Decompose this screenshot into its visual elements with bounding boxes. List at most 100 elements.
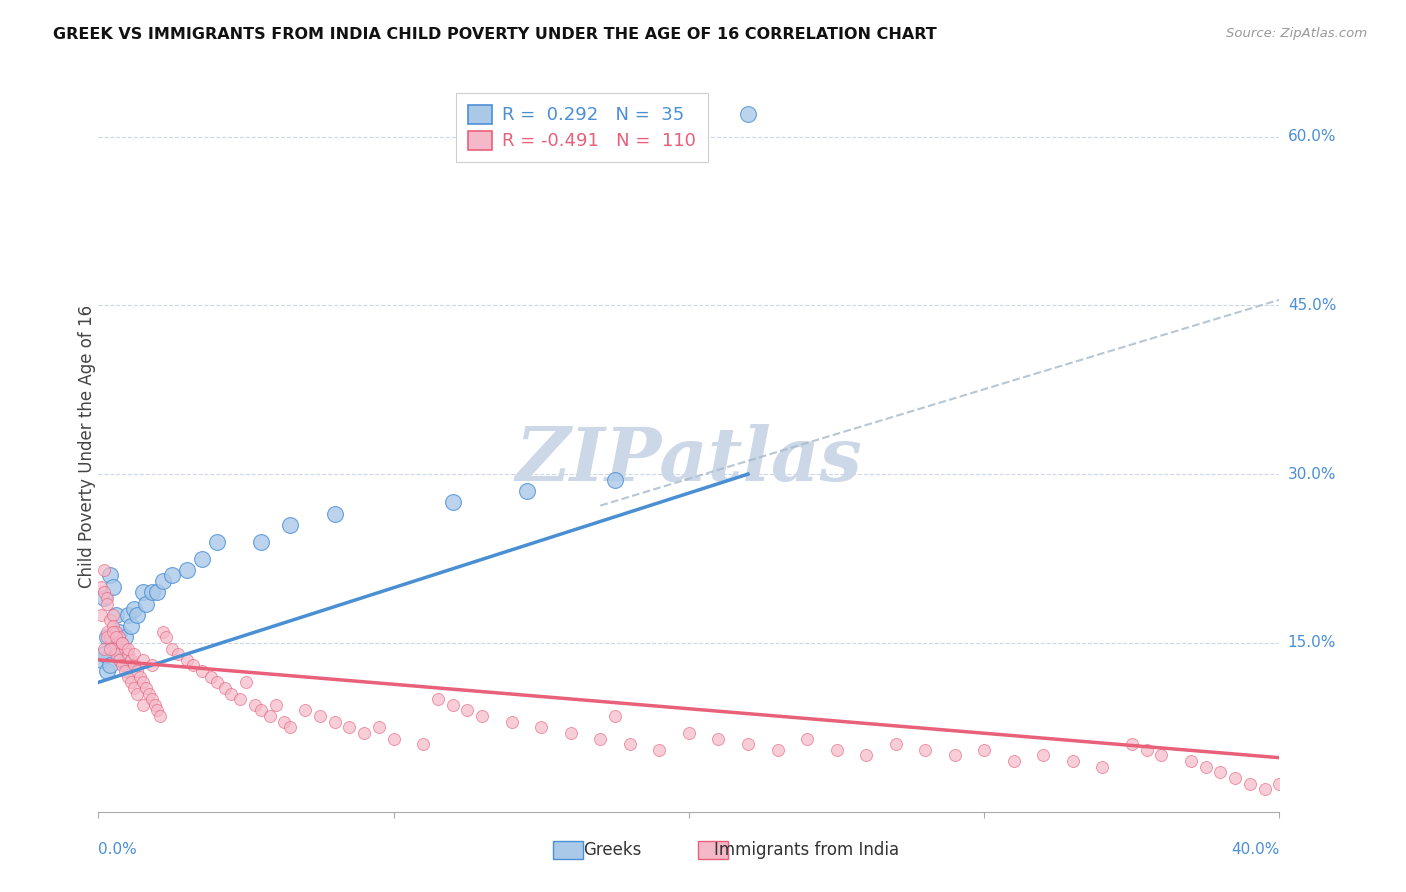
Point — [111, 653, 134, 667]
Point — [105, 647, 128, 661]
Point — [114, 641, 136, 656]
Point — [339, 720, 361, 734]
Point — [309, 709, 332, 723]
Text: GREEK VS IMMIGRANTS FROM INDIA CHILD POVERTY UNDER THE AGE OF 16 CORRELATION CHA: GREEK VS IMMIGRANTS FROM INDIA CHILD POV… — [53, 27, 938, 42]
Point — [914, 743, 936, 757]
Text: 60.0%: 60.0% — [1288, 129, 1336, 144]
Point — [93, 647, 115, 661]
Point — [1150, 748, 1173, 763]
Point — [103, 636, 125, 650]
Text: 30.0%: 30.0% — [1288, 467, 1336, 482]
Point — [98, 641, 121, 656]
Point — [135, 681, 157, 695]
Point — [152, 574, 174, 588]
Point — [143, 698, 166, 712]
Point — [973, 743, 995, 757]
Point — [114, 664, 136, 678]
Point — [191, 551, 214, 566]
Legend: R =  0.292   N =  35, R = -0.491   N =  110: R = 0.292 N = 35, R = -0.491 N = 110 — [456, 93, 709, 162]
Point — [105, 641, 128, 656]
Point — [1239, 776, 1261, 790]
Point — [132, 585, 155, 599]
Point — [1062, 754, 1084, 768]
Point — [619, 737, 641, 751]
Point — [98, 658, 121, 673]
Point — [427, 692, 450, 706]
Point — [149, 709, 172, 723]
Point — [678, 726, 700, 740]
Point — [1032, 748, 1054, 763]
Point — [353, 726, 375, 740]
Point — [90, 607, 112, 622]
Point — [138, 687, 160, 701]
Point — [103, 641, 125, 656]
Point — [560, 726, 582, 740]
Point — [441, 495, 464, 509]
Point — [162, 568, 183, 582]
Point — [648, 743, 671, 757]
Point — [1268, 776, 1291, 790]
Point — [1195, 760, 1218, 774]
Text: ZIPatlas: ZIPatlas — [516, 425, 862, 497]
Point — [122, 658, 145, 673]
Point — [229, 692, 252, 706]
Point — [250, 534, 273, 549]
Point — [93, 563, 115, 577]
Point — [294, 703, 316, 717]
Point — [122, 681, 145, 695]
Point — [105, 607, 128, 622]
Point — [117, 670, 139, 684]
Point — [441, 698, 464, 712]
Point — [323, 714, 346, 729]
Point — [108, 630, 131, 644]
Point — [280, 517, 302, 532]
Point — [516, 483, 538, 498]
Text: 0.0%: 0.0% — [98, 842, 138, 857]
Point — [707, 731, 730, 746]
Point — [176, 653, 198, 667]
Point — [117, 647, 139, 661]
Point — [125, 664, 148, 678]
Point — [1180, 754, 1202, 768]
Point — [1209, 765, 1232, 780]
Point — [96, 597, 118, 611]
Point — [796, 731, 818, 746]
Point — [1121, 737, 1143, 751]
Point — [766, 743, 789, 757]
Point — [243, 698, 266, 712]
Point — [368, 720, 391, 734]
Point — [103, 580, 125, 594]
Point — [108, 624, 131, 639]
Point — [152, 624, 174, 639]
Point — [122, 602, 145, 616]
Text: Greeks: Greeks — [583, 841, 641, 859]
Point — [120, 619, 142, 633]
Point — [120, 653, 142, 667]
Point — [111, 636, 134, 650]
Point — [98, 614, 121, 628]
Point — [605, 709, 627, 723]
Point — [96, 591, 118, 605]
Point — [589, 731, 612, 746]
Point — [93, 585, 115, 599]
Point — [141, 658, 163, 673]
Point — [125, 607, 148, 622]
Point — [167, 647, 190, 661]
Point — [737, 737, 759, 751]
Point — [90, 653, 112, 667]
Point — [943, 748, 966, 763]
Point — [105, 624, 128, 639]
Point — [737, 107, 759, 121]
Point — [141, 585, 163, 599]
Point — [176, 563, 198, 577]
Point — [135, 597, 157, 611]
Point — [855, 748, 877, 763]
Point — [323, 507, 346, 521]
Point — [825, 743, 848, 757]
Point — [117, 658, 139, 673]
Point — [214, 681, 236, 695]
Point — [235, 675, 257, 690]
Point — [132, 698, 155, 712]
FancyBboxPatch shape — [699, 841, 728, 859]
Point — [90, 580, 112, 594]
